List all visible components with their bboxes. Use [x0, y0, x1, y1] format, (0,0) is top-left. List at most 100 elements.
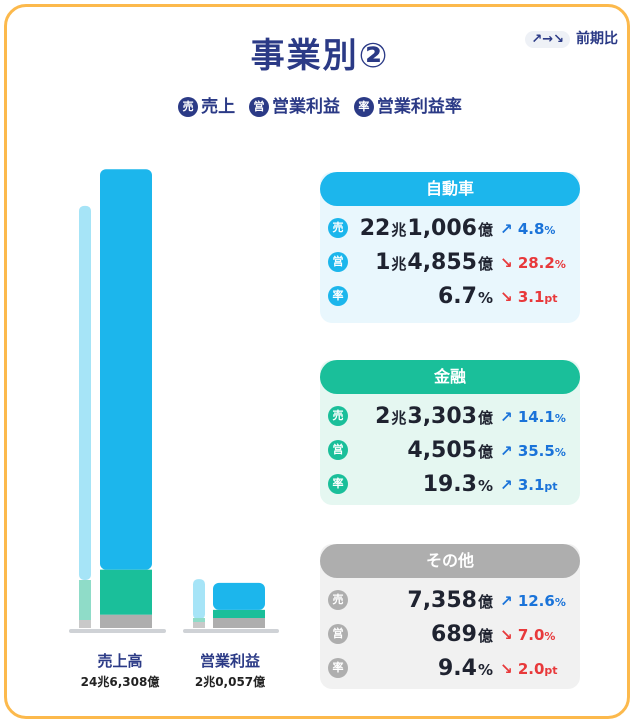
- change-value: ↗ 3.1pt: [500, 468, 558, 502]
- bar-other: [213, 618, 265, 628]
- bar-base: [69, 629, 166, 633]
- metric-row: 売 2兆3,303億 ↗ 14.1%: [320, 400, 580, 434]
- legend-sales: 売上: [201, 97, 236, 117]
- prev-bar-finance: [79, 580, 91, 620]
- change-num: 14.1: [517, 408, 555, 426]
- bar-base: [183, 629, 279, 633]
- arrow-down-icon: ↘: [500, 254, 513, 272]
- x-total-sales: 24兆6,308億: [80, 675, 160, 689]
- value-num2: 689: [431, 622, 477, 647]
- arrow-up-icon: ↗: [500, 592, 513, 610]
- bar-finance: [100, 569, 152, 615]
- metric-value: 6.7%: [436, 280, 494, 314]
- arrow-up-icon: ↗: [500, 220, 513, 238]
- metric-value: 7,358億: [405, 584, 494, 618]
- change-unit: %: [554, 446, 566, 459]
- change-unit: pt: [544, 480, 558, 493]
- metric-value: 19.3%: [421, 468, 494, 502]
- metric-chip: 営: [328, 252, 348, 272]
- metric-row: 率 19.3% ↗ 3.1pt: [320, 468, 580, 502]
- stacked-bar-chart: [69, 169, 279, 633]
- change-num: 3.1: [517, 288, 545, 306]
- value-unit2: 億: [477, 221, 493, 239]
- prev-bar-other: [79, 620, 91, 628]
- x-label-op: 営業利益: [199, 652, 260, 670]
- prev-period-legend: ↗→↘ 前期比: [525, 28, 618, 48]
- legend-op: 営業利益: [272, 97, 340, 117]
- arrow-down-icon: ↘: [500, 288, 513, 306]
- metric-row: 営 1兆4,855億 ↘ 28.2%: [320, 246, 580, 280]
- change-value: ↘ 3.1pt: [500, 280, 558, 314]
- value-unit2: 億: [477, 627, 493, 645]
- metric-value: 22兆1,006億: [360, 212, 494, 246]
- value-num2: 4,855: [407, 250, 477, 275]
- value-unit1: 兆: [391, 221, 407, 239]
- legend-rate: 営業利益率: [376, 97, 462, 117]
- change-num: 2.0: [517, 660, 545, 678]
- change-num: 4.8: [517, 220, 545, 238]
- change-value: ↗ 35.5%: [500, 434, 566, 468]
- arrow-up-icon: ↗: [500, 476, 513, 494]
- metric-row: 率 6.7% ↘ 3.1pt: [320, 280, 580, 314]
- prev-bar-other: [193, 622, 205, 628]
- change-unit: %: [554, 258, 566, 271]
- value-unit2: 億: [477, 443, 493, 461]
- value-num1: 2: [375, 404, 391, 429]
- segment-title: 自動車: [320, 172, 580, 206]
- change-unit: pt: [544, 664, 558, 677]
- metric-chip: 売: [328, 406, 348, 426]
- change-value: ↗ 4.8%: [500, 212, 555, 246]
- prev-bar: [79, 205, 91, 581]
- metric-row: 営 4,505億 ↗ 35.5%: [320, 434, 580, 468]
- metric-value: 2兆3,303億: [375, 400, 494, 434]
- rate-chip: 率: [353, 97, 374, 117]
- metric-value: 9.4%: [436, 652, 494, 686]
- value-unit1: 兆: [391, 409, 407, 427]
- value-num2: 6.7: [437, 284, 477, 309]
- segment-title: その他: [320, 544, 580, 578]
- metric-chip: 営: [328, 624, 348, 644]
- change-value: ↗ 12.6%: [500, 584, 566, 618]
- arrows-icon: ↗→↘: [525, 31, 570, 48]
- bar-other: [100, 614, 152, 628]
- metric-chip: 売: [328, 590, 348, 610]
- value-num2: 4,505: [407, 438, 477, 463]
- metric-chip: 売: [328, 218, 348, 238]
- bar-auto: [100, 169, 152, 570]
- segment-card-auto: 自動車売 22兆1,006億 ↗ 4.8% 営 1兆4,855億 ↘ 28.2% 率 6.7%…: [320, 172, 580, 323]
- value-num2: 9.4: [437, 656, 477, 681]
- change-num: 35.5: [517, 442, 555, 460]
- page-title: 事業別②: [250, 36, 390, 76]
- op-chip: 営: [249, 97, 269, 117]
- change-value: ↘ 2.0pt: [500, 652, 558, 686]
- value-unit2: %: [477, 289, 493, 307]
- x-total-op: 2兆0,057億: [194, 675, 266, 689]
- value-num2: 3,303: [407, 404, 477, 429]
- x-label-sales: 売上高: [97, 652, 143, 670]
- arrow-up-icon: ↗: [500, 442, 513, 460]
- metric-row: 売 7,358億 ↗ 12.6%: [320, 584, 580, 618]
- change-unit: %: [544, 224, 556, 237]
- value-unit2: %: [477, 477, 493, 495]
- change-num: 3.1: [517, 476, 545, 494]
- metric-value: 4,505億: [405, 434, 494, 468]
- metric-value: 1兆4,855億: [375, 246, 494, 280]
- prev-bar: [193, 579, 205, 620]
- legend: 売売上 営営業利益 率営業利益率: [0, 92, 640, 117]
- value-unit2: 億: [477, 255, 493, 273]
- change-num: 7.0: [517, 626, 545, 644]
- metric-row: 営 689億 ↘ 7.0%: [320, 618, 580, 652]
- prev-period-label: 前期比: [576, 31, 618, 47]
- value-num2: 7,358: [407, 588, 477, 613]
- change-num: 12.6: [517, 592, 555, 610]
- metric-chip: 率: [328, 474, 348, 494]
- bar-auto: [213, 582, 265, 610]
- arrow-up-icon: ↗: [500, 408, 513, 426]
- change-unit: %: [544, 630, 556, 643]
- arrow-down-icon: ↘: [500, 626, 513, 644]
- segment-card-finance: 金融売 2兆3,303億 ↗ 14.1% 営 4,505億 ↗ 35.5% 率 19.3% ↗ …: [320, 360, 580, 505]
- segment-title: 金融: [320, 360, 580, 394]
- metric-chip: 率: [328, 286, 348, 306]
- bar-finance: [213, 609, 265, 618]
- change-value: ↘ 28.2%: [500, 246, 566, 280]
